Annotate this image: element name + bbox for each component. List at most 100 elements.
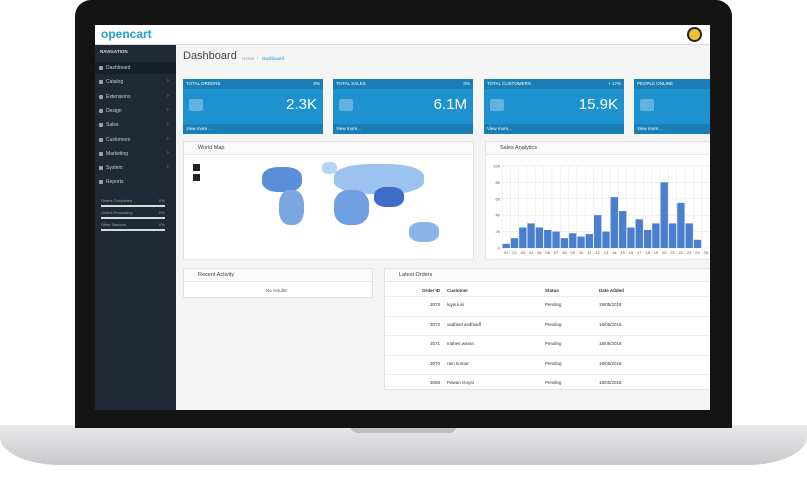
bar bbox=[544, 229, 552, 248]
nav-label: Sales bbox=[106, 122, 119, 129]
nav-item[interactable]: Extensions › bbox=[95, 91, 176, 103]
nav-item[interactable]: Customers › bbox=[95, 134, 176, 146]
map-region bbox=[409, 222, 439, 242]
tile-value: 2.3K bbox=[286, 96, 317, 113]
table-cell: Pending bbox=[545, 302, 562, 307]
x-tick-label: 01 bbox=[504, 250, 509, 255]
x-tick-label: 05 bbox=[537, 250, 542, 255]
nav-label: System bbox=[106, 165, 123, 172]
tile-change: 0% bbox=[313, 81, 320, 86]
nav-item[interactable]: Catalog › bbox=[95, 76, 176, 88]
panel-title: Recent Activity bbox=[184, 269, 372, 282]
progress-bar bbox=[101, 205, 165, 207]
table-cell: 19/05/2018 bbox=[599, 302, 622, 307]
tile-footer bbox=[634, 124, 710, 134]
x-tick-label: 13 bbox=[604, 250, 609, 255]
y-tick-label: 0 bbox=[498, 246, 501, 251]
tile-link[interactable]: View more... bbox=[487, 126, 512, 131]
breadcrumb[interactable]: Dashboard bbox=[262, 56, 285, 61]
logo: opencart bbox=[101, 27, 152, 41]
bar bbox=[527, 223, 535, 248]
x-tick-label: 24 bbox=[695, 250, 700, 255]
nav-label: Marketing bbox=[106, 150, 128, 157]
tile-link[interactable]: View more... bbox=[186, 126, 211, 131]
stat-tile: TOTAL CUSTOMERS + 17% 15.9K View more... bbox=[484, 79, 624, 134]
x-tick-label: 18 bbox=[645, 250, 650, 255]
map-region bbox=[374, 187, 404, 207]
tile-value: 6.1M bbox=[433, 96, 467, 113]
table-cell: mahes waran bbox=[447, 341, 475, 346]
table-cell: Pending bbox=[545, 341, 562, 346]
tile-header bbox=[333, 79, 473, 89]
progress-label: Other Statuses bbox=[101, 223, 127, 227]
nav-arrow: › bbox=[167, 78, 169, 85]
table-cell: 3073 bbox=[429, 302, 440, 307]
progress-value: 0% bbox=[159, 223, 165, 227]
progress-label: Orders Processing bbox=[101, 211, 133, 215]
recent-activity-panel: Recent Activity No results! bbox=[183, 268, 373, 298]
bar bbox=[577, 236, 585, 248]
sales-analytics-panel: Sales Analytics 0 20 40 60 80 100 01 02 03 04 05 06 0… bbox=[485, 141, 710, 260]
progress-value: 0% bbox=[159, 211, 165, 215]
nav-item[interactable]: Sales › bbox=[95, 119, 176, 131]
screen: opencart NAVIGATION Dashboard Catalog › Exte… bbox=[95, 25, 710, 410]
x-tick-label: 12 bbox=[595, 250, 600, 255]
nav-arrow: › bbox=[167, 149, 169, 156]
nav-icon bbox=[99, 166, 103, 171]
x-tick-label: 25 bbox=[704, 250, 709, 255]
nav-icon bbox=[99, 108, 103, 113]
nav-label: Dashboard bbox=[106, 65, 131, 71]
bar bbox=[610, 197, 618, 248]
x-tick-label: 23 bbox=[687, 250, 692, 255]
map-region bbox=[334, 190, 369, 225]
bar bbox=[535, 227, 544, 248]
panel-title: Sales Analytics bbox=[486, 142, 710, 155]
nav-icon bbox=[99, 80, 103, 85]
bar bbox=[635, 219, 643, 248]
bar bbox=[643, 229, 652, 248]
y-tick-label: 80 bbox=[496, 180, 501, 185]
x-tick-label: 09 bbox=[570, 250, 575, 255]
row-divider bbox=[385, 315, 710, 317]
nav-item[interactable]: System › bbox=[95, 162, 176, 174]
table-cell: sadfasd asdfasdf bbox=[447, 321, 482, 327]
bar bbox=[594, 215, 602, 248]
panel-title: Latest Orders bbox=[385, 269, 710, 282]
sales-chart: 0 20 40 60 80 100 01 02 03 04 05 06 07 08 09 10 11 12 13 14… bbox=[493, 164, 710, 255]
x-tick-label: 04 bbox=[529, 250, 534, 255]
table-cell: luyis luis bbox=[447, 302, 465, 307]
nav-item[interactable]: Marketing › bbox=[95, 148, 176, 160]
nav-item[interactable]: Design › bbox=[95, 105, 176, 117]
nav-item[interactable]: Dashboard bbox=[95, 62, 176, 74]
stat-tile: TOTAL ORDERS 0% 2.3K View more... bbox=[183, 79, 323, 134]
tile-link[interactable]: View more... bbox=[637, 126, 662, 131]
table-cell: 3071 bbox=[429, 341, 440, 346]
nav-icon bbox=[99, 66, 103, 70]
x-tick-label: 11 bbox=[587, 250, 592, 255]
table-cell: Customer bbox=[447, 288, 469, 293]
zoom-in[interactable] bbox=[193, 164, 200, 171]
table-cell: Pending bbox=[545, 321, 562, 327]
latest-orders-panel: Latest Orders Order ID Customer Status Date … bbox=[384, 268, 710, 390]
bar bbox=[652, 223, 660, 248]
x-tick-label: 10 bbox=[579, 250, 584, 255]
bar bbox=[693, 239, 702, 248]
avatar[interactable] bbox=[687, 27, 702, 42]
tile-header bbox=[634, 79, 710, 89]
x-tick-label: 02 bbox=[512, 250, 517, 255]
tile-change: + 17% bbox=[608, 81, 621, 86]
nav-item[interactable]: Reports bbox=[95, 176, 176, 188]
breadcrumb[interactable]: Home bbox=[242, 56, 255, 61]
tile-header bbox=[484, 79, 624, 89]
tile-header bbox=[183, 79, 323, 89]
x-tick-label: 21 bbox=[670, 250, 675, 255]
zoom-out[interactable] bbox=[193, 174, 200, 181]
tile-link[interactable]: View more... bbox=[336, 126, 361, 131]
map-region bbox=[322, 162, 337, 174]
table-cell: 18/05/2018 bbox=[599, 341, 622, 346]
bar bbox=[677, 202, 685, 248]
table-cell: ram kumar bbox=[447, 360, 469, 366]
map-region bbox=[262, 167, 302, 192]
nav-arrow: › bbox=[167, 121, 169, 128]
x-tick-label: 19 bbox=[654, 250, 659, 255]
